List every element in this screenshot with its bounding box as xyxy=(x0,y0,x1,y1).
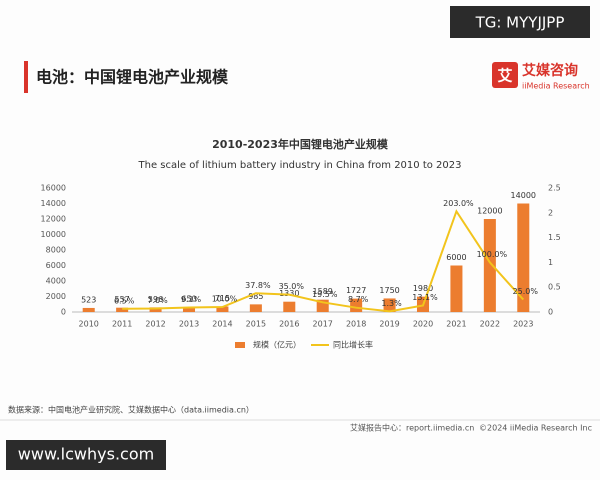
x-tick-label: 2020 xyxy=(413,320,433,329)
bar-label: 1750 xyxy=(379,286,399,295)
y2-tick-label: 2 xyxy=(548,208,553,217)
watermark-box xyxy=(6,440,166,470)
bar xyxy=(249,304,262,312)
y-tick-label: 2000 xyxy=(46,292,66,301)
bar-label: 650 xyxy=(181,294,196,303)
bar-label: 715 xyxy=(215,294,230,303)
x-tick-label: 2010 xyxy=(79,320,99,329)
x-tick-label: 2014 xyxy=(212,320,232,329)
y2-tick-label: 1 xyxy=(548,258,553,267)
y2-tick-label: 2.5 xyxy=(548,184,561,193)
x-tick-label: 2016 xyxy=(279,320,299,329)
footer-right: ©2024 iiMedia Research Inc xyxy=(479,424,592,433)
x-tick-label: 2021 xyxy=(446,320,466,329)
watermark: TG: MYYJJPP xyxy=(475,14,565,32)
bar xyxy=(216,306,229,312)
line-label: 9.1% xyxy=(181,295,202,304)
chart-subtitle: The scale of lithium battery industry in… xyxy=(138,160,462,171)
legend-label: 规模（亿元） xyxy=(253,340,301,350)
line-label: 35.0% xyxy=(279,282,305,291)
bar xyxy=(483,219,496,312)
bar xyxy=(283,301,296,312)
y2-tick-label: 1.5 xyxy=(548,233,561,242)
y-tick-label: 14000 xyxy=(41,199,66,208)
logo-text: 艾媒咨询 xyxy=(522,62,578,79)
line xyxy=(122,209,525,313)
header-title: 电池：中国锂电池产业规模 xyxy=(36,68,229,87)
line-label: 25.0% xyxy=(513,287,539,296)
x-tick-label: 2018 xyxy=(346,320,366,329)
x-tick-label: 2015 xyxy=(246,320,266,329)
logo-icon xyxy=(492,62,518,88)
line-label: 37.8% xyxy=(245,281,271,290)
y2-tick-label: 0 xyxy=(548,308,553,317)
x-tick-label: 2019 xyxy=(379,320,399,329)
line-label: 8.7% xyxy=(348,295,369,304)
y-tick-label: 0 xyxy=(61,308,66,317)
y-tick-label: 8000 xyxy=(46,246,66,255)
y-tick-label: 12000 xyxy=(41,215,66,224)
line-label: 10.0% xyxy=(212,295,238,304)
y2-tick-label: 0.5 xyxy=(548,283,561,292)
x-tick-label: 2023 xyxy=(513,320,533,329)
x-tick-label: 2013 xyxy=(179,320,199,329)
bar xyxy=(82,307,95,312)
y-tick-label: 10000 xyxy=(41,230,66,239)
bar xyxy=(517,203,530,312)
line-label: 100.0% xyxy=(477,250,508,259)
bar-label: 596 xyxy=(148,295,163,304)
y-tick-label: 16000 xyxy=(41,184,66,193)
line-label: 13.1% xyxy=(412,293,438,302)
bar-label: 523 xyxy=(81,295,96,304)
line-label: 7.0% xyxy=(147,296,168,305)
bar-label: 14000 xyxy=(511,191,536,200)
header-bar xyxy=(24,61,28,93)
legend-swatch xyxy=(235,342,245,348)
x-tick-label: 2012 xyxy=(145,320,165,329)
footer-left: 艾媒报告中心：report.iimedia.cn xyxy=(350,423,474,433)
x-tick-label: 2022 xyxy=(480,320,500,329)
bar-label: 12000 xyxy=(477,207,502,216)
bar-label: 1727 xyxy=(346,286,366,295)
bar xyxy=(182,306,196,312)
line-label: 203.0% xyxy=(443,199,474,208)
bar-label: 557 xyxy=(115,295,130,304)
line-label: 6.5% xyxy=(114,296,135,305)
logo-sub: iiMedia Research xyxy=(522,82,590,91)
bar xyxy=(383,298,396,312)
x-tick-label: 2017 xyxy=(313,320,333,329)
watermark: www.lcwhys.com xyxy=(18,445,154,464)
x-tick-label: 2011 xyxy=(112,320,132,329)
bar-label: 1589 xyxy=(313,287,333,296)
y-tick-label: 6000 xyxy=(46,261,66,270)
bar xyxy=(116,307,129,312)
source: 数据来源：中国电池产业研究院、艾媒数据中心（data.iimedia.cn） xyxy=(8,405,254,415)
line-label: 1.3% xyxy=(381,299,402,308)
line-label: 19.5% xyxy=(312,290,338,299)
logo-icon-text: 艾 xyxy=(497,67,512,85)
legend-label: 同比增长率 xyxy=(333,340,373,350)
watermark-box xyxy=(450,6,590,38)
bar xyxy=(149,307,162,312)
bar-label: 6000 xyxy=(446,253,466,262)
chart-title: 2010-2023年中国锂电池产业规模 xyxy=(212,137,389,151)
bar-label: 1980 xyxy=(413,284,433,293)
bar xyxy=(450,265,463,312)
bar-label: 985 xyxy=(248,292,263,301)
y-tick-label: 4000 xyxy=(46,277,66,286)
